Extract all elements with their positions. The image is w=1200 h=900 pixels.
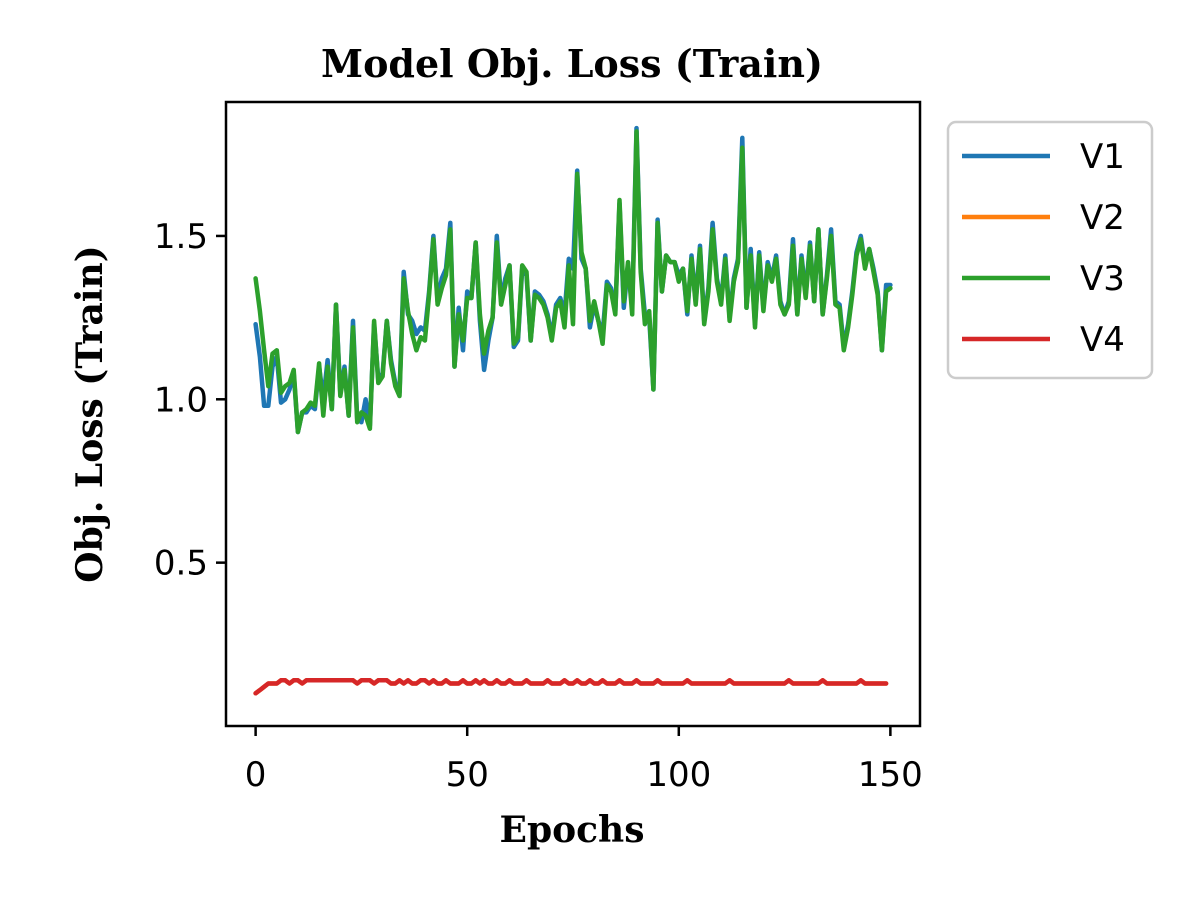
legend-label-v3: V3	[1080, 259, 1125, 299]
y-axis-label: Obj. Loss (Train)	[69, 245, 111, 582]
series-line-v4	[253, 678, 889, 696]
chart-title: Model Obj. Loss (Train)	[321, 41, 823, 86]
x-tick-label: 0	[245, 755, 267, 795]
x-axis-label: Epochs	[500, 809, 645, 851]
ticks-layer: 0 50 100 150 0.5 1.0 1.5	[154, 217, 923, 795]
y-tick-label: 1.0	[154, 380, 208, 420]
series-layer	[253, 125, 893, 696]
plot-frame	[224, 100, 922, 728]
x-tick-label: 100	[646, 755, 711, 795]
legend-label-v4: V4	[1080, 320, 1125, 360]
y-tick-label: 1.5	[154, 217, 208, 257]
x-tick-label: 150	[858, 755, 923, 795]
x-tick-label: 50	[446, 755, 489, 795]
legend-label-v1: V1	[1080, 137, 1125, 177]
legend-frame	[946, 120, 1154, 380]
legend: V1 V2 V3 V4	[946, 120, 1154, 380]
legend-label-v2: V2	[1080, 198, 1125, 238]
series-line-v3	[253, 129, 893, 435]
y-tick-label: 0.5	[154, 544, 208, 584]
